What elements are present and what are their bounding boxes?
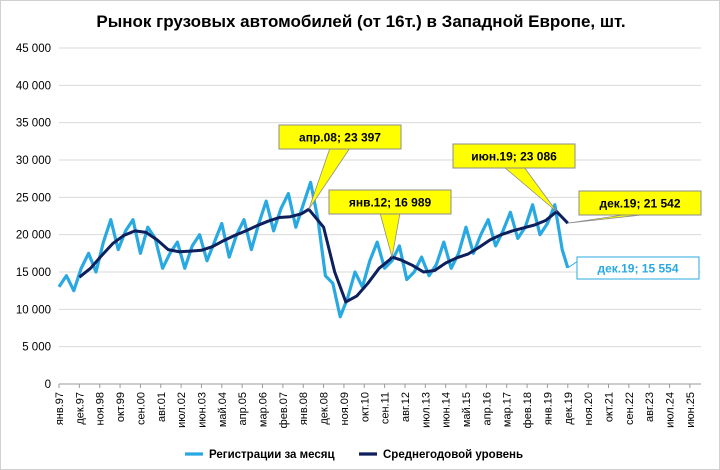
callout-box (452, 143, 576, 169)
x-tick-label: дек.97 (74, 392, 86, 425)
x-tick-label: фев.18 (522, 392, 534, 428)
callout-label: апр.08; 23 397 (299, 131, 381, 145)
legend: Регистрации за месяц Среднегодовой уровен… (185, 449, 523, 461)
x-tick-label: авг.12 (400, 392, 412, 422)
x-tick-label: авг.23 (644, 392, 656, 422)
x-tick-label: сен.11 (380, 392, 392, 424)
legend-label: Среднегодовой уровень (383, 449, 523, 461)
x-tick-label: окт.10 (359, 392, 371, 422)
x-axis-tick-labels: янв.97 дек.97 ноя.98 окт.99 сен.00 авг.01 июл.… (54, 384, 697, 428)
chart-title: Рынок грузовых автомобилей (от 16т.) в З… (96, 12, 625, 31)
callout-label: дек.19; 21 542 (599, 197, 680, 211)
callout-label: дек.19; 15 554 (597, 262, 678, 276)
x-tick-label: ноя.98 (95, 392, 107, 425)
y-tick-label: 35 000 (16, 118, 51, 130)
callouts: апр.08; 23 397 янв.12; 16 989 июн.19; 23 0… (278, 124, 702, 280)
callout-box (578, 190, 702, 216)
x-tick-label: дек.08 (319, 392, 331, 425)
x-tick-label: июл.02 (176, 392, 188, 428)
x-tick-label: июл.13 (420, 392, 432, 428)
x-tick-label: янв.08 (298, 392, 310, 425)
x-tick-label: окт.21 (603, 392, 615, 422)
x-tick-label: авг.01 (156, 392, 168, 422)
x-tick-label: июл.24 (665, 392, 677, 428)
x-tick-label: апр.05 (237, 392, 249, 425)
y-tick-label: 0 (45, 379, 51, 391)
x-tick-label: апр.16 (481, 392, 493, 425)
x-tick-label: фев.07 (278, 392, 290, 428)
callout-pointer (502, 166, 558, 212)
y-tick-label: 10 000 (16, 304, 51, 316)
series-line-annual-average (78, 207, 569, 304)
callout-label: янв.12; 16 989 (349, 196, 432, 210)
y-tick-label: 45 000 (16, 43, 51, 55)
y-tick-label: 20 000 (16, 230, 51, 242)
x-tick-label: сен.22 (624, 392, 636, 425)
y-tick-label: 30 000 (16, 155, 51, 167)
y-tick-label: 40 000 (16, 80, 51, 92)
x-tick-label: дек.19 (563, 392, 575, 425)
y-axis-tick-labels: 0 5 000 10 000 15 000 20 000 25 000 30 000 35 0… (16, 43, 51, 391)
x-tick-label: янв.19 (542, 392, 554, 425)
x-tick-label: июн.14 (441, 392, 453, 428)
x-tick-label: июн.03 (196, 392, 208, 428)
x-tick-label: янв.97 (54, 392, 66, 425)
x-tick-label: июн.25 (685, 392, 697, 428)
callout-box (576, 256, 700, 280)
callout-box (278, 124, 402, 150)
x-tick-label: сен.00 (135, 392, 147, 425)
x-tick-label: окт.99 (115, 392, 127, 422)
y-tick-label: 15 000 (16, 267, 51, 279)
y-tick-label: 5 000 (22, 342, 51, 354)
y-tick-label: 25 000 (16, 192, 51, 204)
legend-label: Регистрации за месяц (209, 449, 335, 461)
x-tick-label: май.15 (461, 392, 473, 427)
callout-label: июн.19; 23 086 (471, 150, 557, 164)
x-tick-label: ноя.09 (339, 392, 351, 425)
x-tick-label: ноя.20 (583, 392, 595, 425)
x-tick-label: мар.17 (502, 392, 514, 427)
x-tick-label: мар.06 (258, 392, 270, 427)
x-tick-label: май.04 (217, 392, 229, 427)
callout-box (328, 189, 452, 215)
